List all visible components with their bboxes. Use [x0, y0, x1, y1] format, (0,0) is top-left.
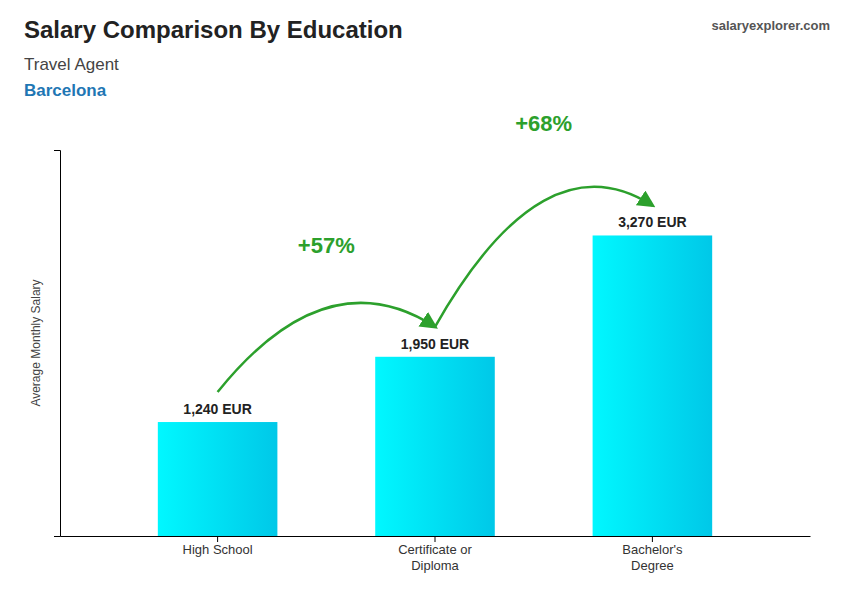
annotation-arrow — [435, 187, 652, 327]
x-tick-label: High School — [183, 542, 253, 557]
x-tick-label-line: Certificate or — [398, 542, 472, 557]
x-tick-label-line: High School — [183, 542, 253, 557]
x-tick: High School — [183, 536, 253, 557]
data-label: 3,270 EUR — [618, 214, 686, 230]
bars — [158, 235, 712, 536]
annotation-arrow — [218, 303, 435, 392]
x-tick-mark — [217, 536, 218, 542]
subtitle: Travel Agent — [24, 55, 119, 74]
annotations: +57% +68% — [218, 111, 653, 392]
x-tick-label-line: Bachelor's — [622, 542, 683, 557]
x-tick: Bachelor'sDegree — [622, 536, 683, 573]
annotation-label: +57% — [298, 233, 355, 258]
bar — [375, 357, 495, 536]
x-tick-label-line: Diploma — [411, 558, 459, 573]
bar — [158, 422, 278, 536]
data-label: 1,240 EUR — [183, 401, 251, 417]
x-tick-mark — [652, 536, 653, 542]
chart-svg: Salary Comparison By Education Travel Age… — [0, 0, 850, 606]
x-axis: High School Certificate orDiploma Bachelor… — [61, 536, 811, 573]
x-tick-label: Certificate orDiploma — [398, 542, 472, 573]
x-tick-label-line: Degree — [631, 558, 674, 573]
source: salaryexplorer.com — [711, 18, 830, 33]
data-label: 1,950 EUR — [401, 336, 469, 352]
y-axis — [54, 151, 61, 537]
annotation-label: +68% — [515, 111, 572, 136]
bar — [593, 235, 713, 536]
x-tick: Certificate orDiploma — [398, 536, 472, 573]
x-tick-mark — [435, 536, 436, 542]
plot-area: Average Monthly Salary High School Certifi… — [29, 111, 811, 572]
title: Salary Comparison By Education — [24, 16, 403, 43]
x-tick-label: Bachelor'sDegree — [622, 542, 683, 573]
subtitle: Barcelona — [24, 81, 107, 100]
y-axis-title: Average Monthly Salary — [29, 279, 43, 406]
data-labels: 1,240 EUR 1,950 EUR 3,270 EUR — [183, 214, 686, 417]
y-axis-line — [54, 151, 61, 537]
